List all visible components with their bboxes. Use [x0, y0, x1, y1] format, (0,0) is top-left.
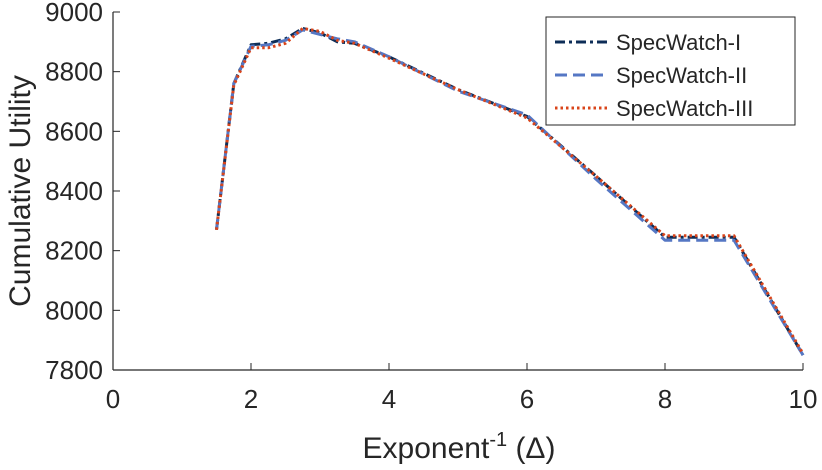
- x-tick-label: 4: [382, 384, 396, 414]
- y-tick-label: 8800: [45, 57, 103, 87]
- x-axis-label-tail: (Δ): [507, 432, 555, 465]
- legend-label-1: SpecWatch-I: [616, 30, 741, 55]
- x-tick-label: 8: [658, 384, 672, 414]
- legend-label-2: SpecWatch-II: [616, 63, 747, 88]
- y-axis-label: Cumulative Utility: [4, 75, 37, 307]
- y-tick-label: 8400: [45, 176, 103, 206]
- y-tick-label: 8600: [45, 116, 103, 146]
- x-tick-label: 10: [789, 384, 818, 414]
- x-tick-label: 6: [520, 384, 534, 414]
- x-tick-label: 0: [106, 384, 120, 414]
- y-tick-label: 8200: [45, 236, 103, 266]
- legend-box: [545, 16, 796, 126]
- x-axis-label: Exponent-1 (Δ): [363, 429, 556, 465]
- axes: [112, 11, 804, 371]
- x-axis-label-main: Exponent: [363, 432, 490, 465]
- x-tick-labels: 0 2 4 6 8 10: [106, 384, 818, 414]
- x-axis-label-superscript: -1: [489, 429, 507, 451]
- series-line-3: [215, 26, 805, 355]
- y-tick-label: 7800: [45, 355, 103, 385]
- x-tick-label: 2: [244, 384, 258, 414]
- y-tick-label: 9000: [45, 0, 103, 27]
- legend-label-3: SpecWatch-III: [616, 96, 753, 121]
- y-tick-label: 8000: [45, 295, 103, 325]
- legend: SpecWatch-I SpecWatch-II SpecWatch-III: [545, 16, 796, 126]
- y-tick-labels: 7800 8000 8200 8400 8600 8800 9000: [45, 0, 103, 385]
- series-lines: [215, 26, 805, 356]
- legend-items: SpecWatch-I SpecWatch-II SpecWatch-III: [555, 30, 753, 121]
